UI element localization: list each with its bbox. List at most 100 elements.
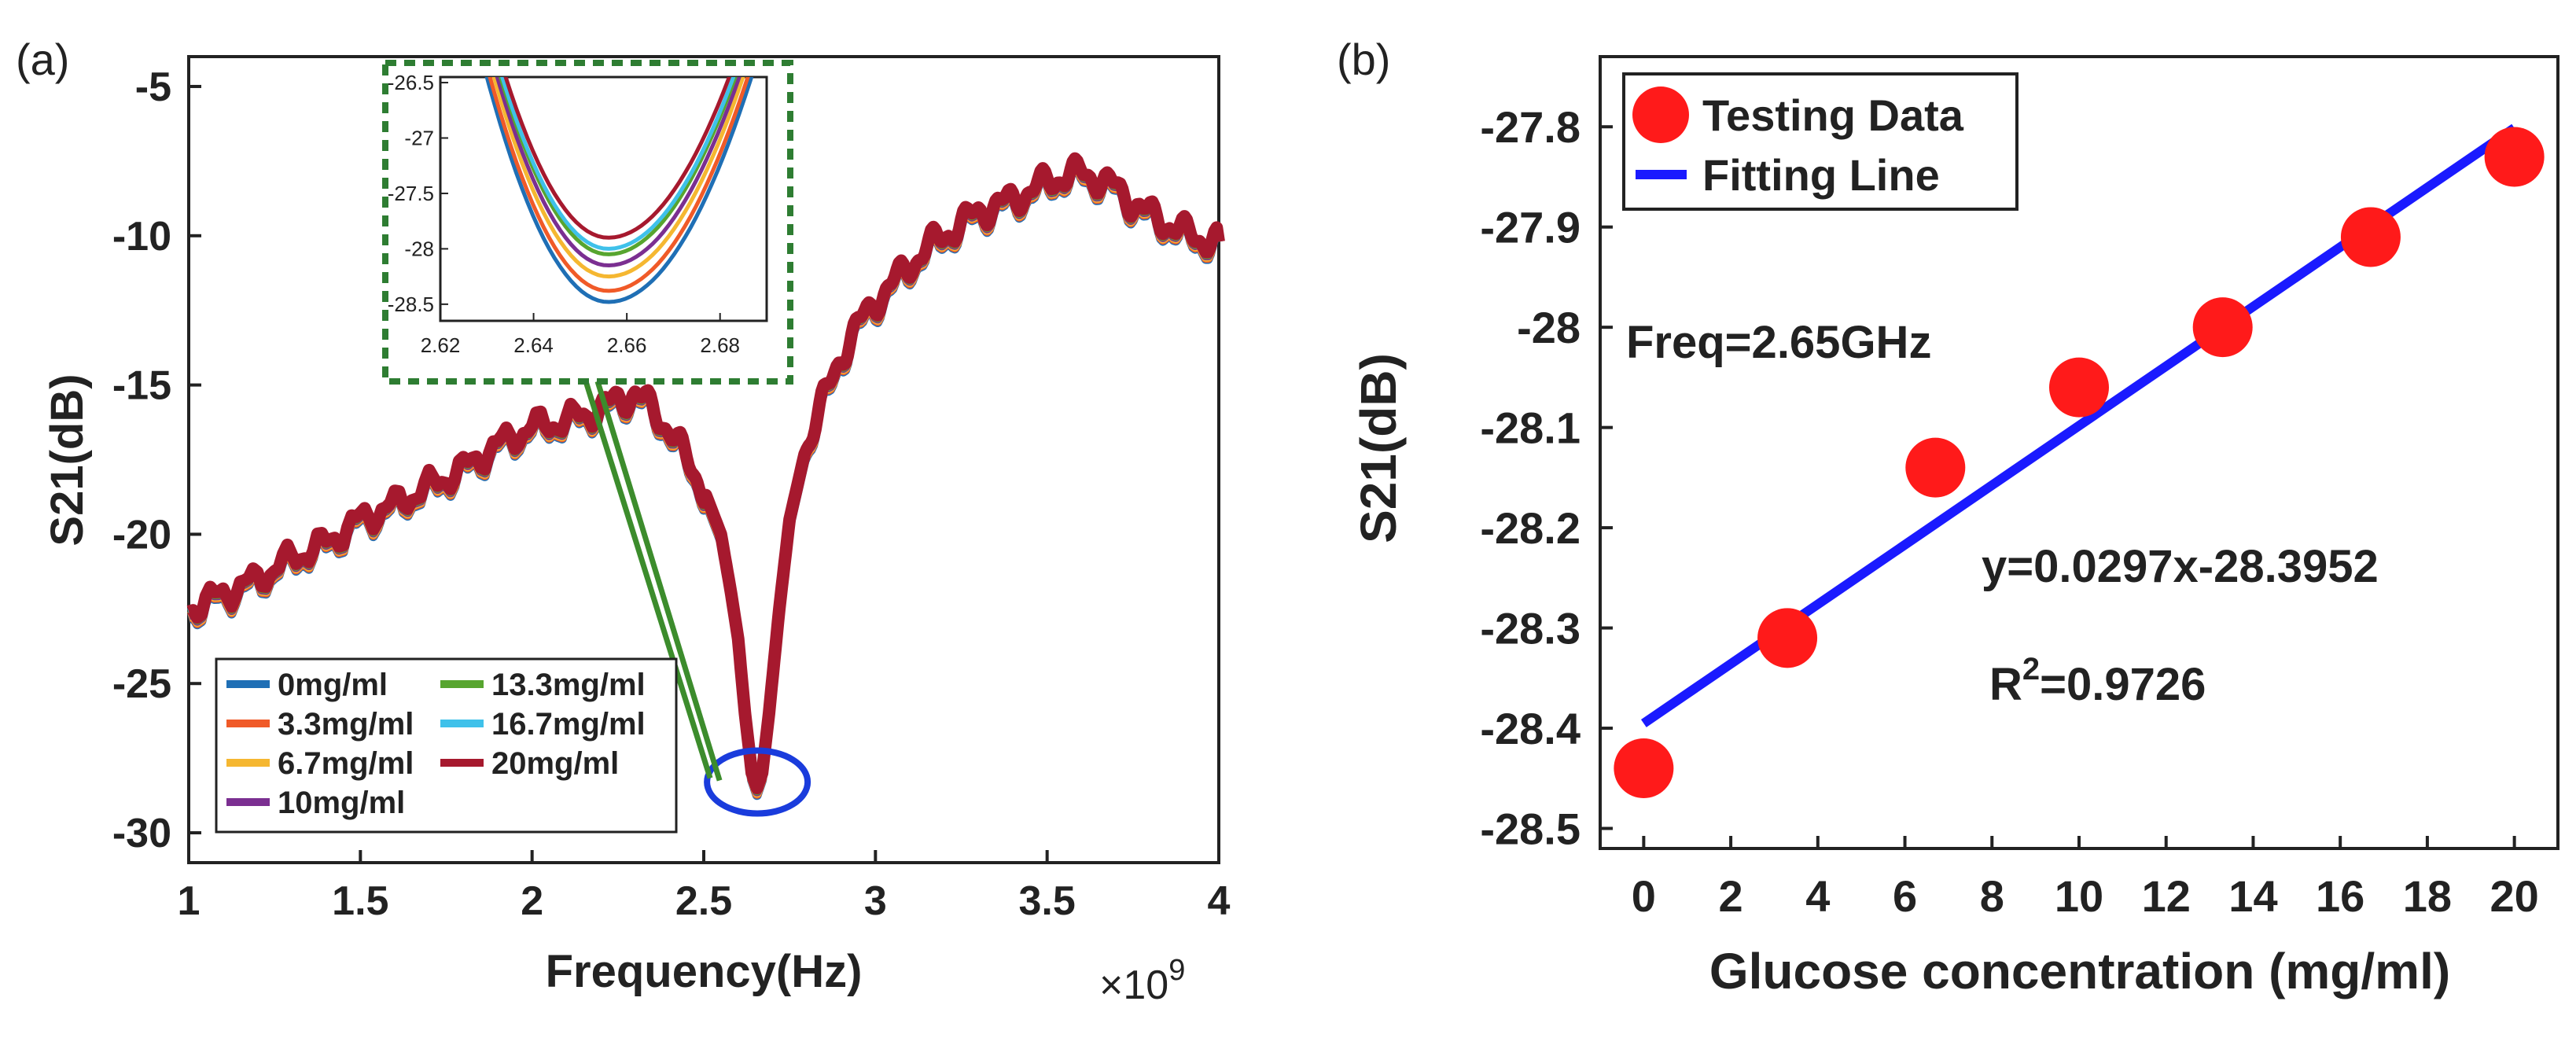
panel-b-equation-annotation: y=0.0297x-28.3952 — [1982, 541, 2379, 592]
panel-b-x-ticks: 0 2 4 6 8 10 12 14 16 18 20 — [1632, 836, 2539, 921]
panel-a-x-tick-label: 3 — [864, 878, 887, 924]
panel-a-inset-y-tick-label: -28.5 — [388, 293, 434, 316]
panel-a-x-tick-label: 2.5 — [675, 878, 732, 924]
panel-a-x-multiplier-base: ×10 — [1099, 963, 1168, 1008]
panel-b-data-point — [1905, 437, 1966, 498]
panel-b-y-tick-label: -28.5 — [1480, 804, 1581, 854]
panel-b-data-point — [1614, 738, 1674, 799]
panel-a-inset-x-ticks: 2.62 2.64 2.66 2.68 — [421, 313, 740, 357]
panel-a-series-line — [186, 152, 1225, 795]
panel-a-inset-curve — [498, 77, 738, 256]
panel-a-legend-label: 10mg/ml — [278, 786, 405, 820]
panel-a-label: (a) — [16, 35, 69, 84]
panel-b-y-tick-label: -28 — [1517, 303, 1581, 352]
panel-b-x-tick-label: 4 — [1805, 871, 1830, 921]
panel-b-y-axis-label: S21(dB) — [1350, 353, 1407, 543]
panel-a-legend-label: 16.7mg/ml — [491, 707, 646, 742]
panel-a-legend: 0mg/ml 3.3mg/ml 6.7mg/ml 10mg/ml 13.3mg/ml 16… — [215, 657, 678, 834]
panel-a-x-tick-label: 2 — [521, 878, 543, 924]
panel-a-y-tick-label: -10 — [112, 214, 171, 260]
panel-a-inset-y-tick-label: -26.5 — [388, 71, 434, 94]
panel-a-inset-y-tick-label: -27.5 — [388, 182, 434, 205]
panel-a-inset-y-ticks: -28.5 -28 -27.5 -27 -26.5 — [388, 71, 448, 316]
panel-b-y-tick-label: -27.9 — [1480, 203, 1581, 252]
panel-a-legend-label: 0mg/ml — [278, 668, 388, 702]
panel-a: (a) -30 -25 -20 -15 -10 -5 1 1.5 2 2.5 3 3.5 4 S21(… — [16, 35, 1231, 1008]
panel-b-x-tick-label: 6 — [1893, 871, 1917, 921]
panel-a-y-tick-label: -20 — [112, 512, 171, 558]
panel-b-data-points — [1614, 127, 2545, 799]
panel-a-zoom-circle — [704, 747, 811, 817]
panel-b-x-axis-label: Glucose concentration (mg/ml) — [1709, 943, 2450, 999]
panel-a-inset-y-tick-label: -28 — [404, 237, 434, 260]
panel-b-y-tick-label: -28.2 — [1480, 503, 1581, 553]
panel-b-r2-prefix: R — [1989, 659, 2022, 710]
panel-b-data-point — [2049, 357, 2109, 418]
panel-b-y-ticks: -28.5 -28.4 -28.3 -28.2 -28.1 -28 -27.9 -27.8 — [1480, 102, 1613, 854]
panel-b-x-tick-label: 18 — [2403, 871, 2452, 921]
panel-a-x-tick-label: 1.5 — [332, 878, 388, 924]
panel-a-inset-curve — [484, 77, 754, 304]
panel-b-data-point — [1757, 608, 1818, 668]
panel-a-inset-x-tick-label: 2.68 — [700, 333, 740, 357]
panel-a-y-tick-label: -15 — [112, 363, 171, 409]
panel-a-inset: -28.5 -28 -27.5 -27 -26.5 2.62 2.64 2.66 2.68 — [382, 60, 793, 385]
panel-a-inset-x-tick-label: 2.62 — [421, 333, 461, 357]
panel-b-y-tick-label: -28.3 — [1480, 604, 1581, 653]
panel-b-legend-box — [1622, 72, 2018, 211]
panel-b-x-tick-label: 20 — [2490, 871, 2538, 921]
panel-a-zoom-connector-1 — [583, 380, 713, 779]
panel-a-series — [186, 152, 1225, 801]
panel-a-y-ticks: -30 -25 -20 -15 -10 -5 — [112, 64, 201, 856]
panel-a-y-axis-label: S21(dB) — [42, 374, 93, 546]
panel-a-inset-curve — [488, 77, 750, 293]
panel-a-x-ticks: 1 1.5 2 2.5 3 3.5 4 — [178, 850, 1231, 924]
panel-a-inset-y-tick-label: -27 — [404, 127, 434, 150]
panel-a-zoom-connector-2 — [594, 380, 723, 782]
panel-b-y-tick-label: -28.1 — [1480, 403, 1581, 453]
panel-a-y-tick-label: -5 — [135, 64, 171, 110]
panel-b-data-point — [2340, 207, 2401, 267]
panel-b-r2-suffix: =0.9726 — [2040, 659, 2206, 710]
panel-b-data-point — [2192, 297, 2253, 358]
panel-b-x-tick-label: 10 — [2055, 871, 2103, 921]
panel-a-inset-x-tick-label: 2.66 — [607, 333, 647, 357]
panel-b-freq-annotation: Freq=2.65GHz — [1626, 317, 1931, 368]
panel-b-x-tick-label: 8 — [1980, 871, 2004, 921]
panel-a-inset-curve — [500, 77, 736, 251]
panel-a-inset-curve — [491, 77, 745, 279]
panel-b-label: (b) — [1337, 35, 1390, 84]
panel-a-legend-label: 3.3mg/ml — [278, 707, 414, 742]
panel-b-y-tick-label: -28.4 — [1480, 704, 1581, 753]
panel-b-data-point — [2484, 127, 2545, 187]
panel-a-x-tick-label: 4 — [1208, 878, 1231, 924]
panel-a-legend-label: 6.7mg/ml — [278, 746, 414, 781]
panel-b-x-tick-label: 12 — [2142, 871, 2191, 921]
panel-a-inset-curves — [484, 77, 754, 304]
panel-b: (b) -28.5 -28.4 -28.3 -28.2 -28.1 -28 -27.9 -27… — [1337, 35, 2559, 999]
panel-a-legend-label: 20mg/ml — [491, 746, 619, 781]
panel-a-legend-label: 13.3mg/ml — [491, 668, 646, 702]
panel-a-inset-curve — [503, 77, 732, 240]
panel-b-legend-marker-testing — [1632, 86, 1689, 143]
panel-a-x-multiplier-exp: 9 — [1168, 954, 1185, 987]
panel-a-x-tick-label: 3.5 — [1019, 878, 1076, 924]
panel-b-legend-label-testing: Testing Data — [1702, 90, 1964, 140]
panel-b-r2-annotation: R2=0.9726 — [1989, 652, 2206, 710]
panel-a-x-tick-label: 1 — [178, 878, 201, 924]
panel-a-x-multiplier: ×109 — [1099, 954, 1185, 1008]
panel-a-inset-x-tick-label: 2.64 — [513, 333, 554, 357]
panel-b-legend-label-fitting: Fitting Line — [1702, 150, 1940, 200]
panel-a-y-tick-label: -25 — [112, 661, 171, 707]
panel-b-x-tick-label: 14 — [2228, 871, 2277, 921]
panel-b-legend: Testing Data Fitting Line — [1622, 72, 2018, 211]
panel-b-x-tick-label: 2 — [1719, 871, 1743, 921]
panel-a-x-axis-label: Frequency(Hz) — [546, 946, 863, 997]
panel-b-x-tick-label: 0 — [1632, 871, 1656, 921]
panel-a-inset-curve — [495, 77, 742, 268]
panel-a-y-tick-label: -30 — [112, 811, 171, 856]
panel-b-y-tick-label: -27.8 — [1480, 102, 1581, 152]
panel-b-r2-superscript: 2 — [2022, 652, 2040, 686]
panel-b-x-tick-label: 16 — [2316, 871, 2364, 921]
